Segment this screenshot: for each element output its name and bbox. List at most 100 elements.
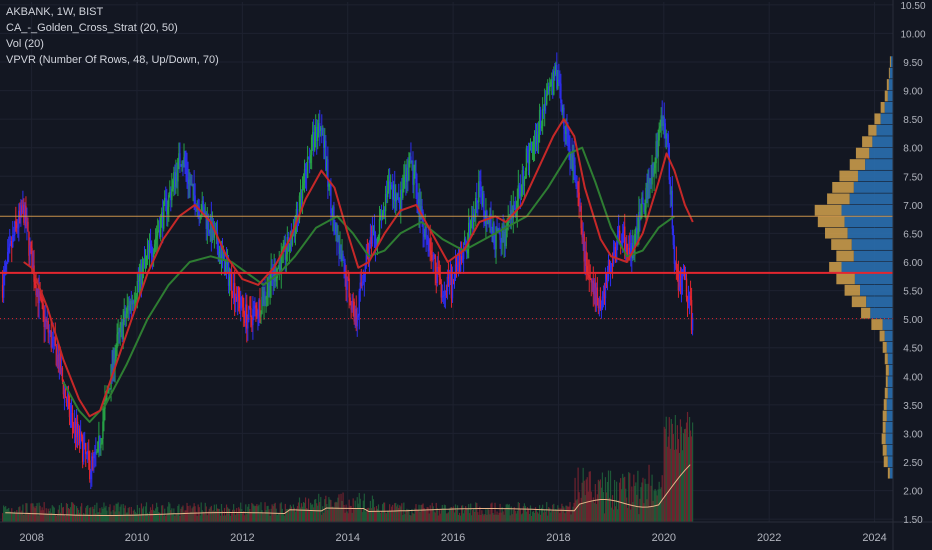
candle-body [346, 277, 348, 290]
volume-bar [26, 503, 28, 522]
candle-body [283, 242, 285, 244]
volume-bar [607, 470, 610, 522]
volume-bar [539, 505, 541, 522]
candle-body [657, 140, 659, 157]
candle-body [683, 273, 686, 280]
volume-bar [585, 479, 587, 522]
volume-bar [310, 502, 312, 522]
vpvr-row-up [887, 376, 893, 388]
vpvr-row-down [879, 330, 885, 342]
vpvr-row-down [831, 239, 852, 250]
candle-body [503, 232, 505, 243]
volume-bar [345, 504, 347, 522]
candle-body [59, 353, 62, 374]
candle-body [478, 181, 480, 203]
vpvr-row-down [884, 90, 888, 102]
volume-bar [523, 503, 526, 522]
volume-bars [2, 411, 694, 522]
candle-body [159, 217, 162, 238]
volume-bar [280, 502, 282, 522]
volume-bar [312, 504, 314, 522]
candle-body [518, 185, 521, 187]
volume-bar [287, 509, 289, 522]
candle-body [85, 443, 87, 455]
vpvr-row-down [882, 410, 887, 422]
candle-body [405, 174, 407, 182]
volume-bar [683, 429, 686, 522]
candle-body [256, 307, 258, 317]
candle-body [121, 322, 123, 340]
volume-bar [584, 495, 586, 522]
volume-bar [281, 508, 283, 522]
volume-bar [198, 507, 200, 522]
volume-bar [633, 474, 635, 522]
candle-body [361, 283, 364, 286]
candle-body [556, 64, 558, 89]
volume-bar [555, 508, 557, 522]
candle-body [512, 205, 514, 219]
volume-bar [472, 510, 474, 522]
candle-body [86, 453, 88, 455]
candle-body [388, 181, 391, 190]
volume-bar [332, 506, 334, 522]
indicator-volume[interactable]: Vol (20) [6, 38, 44, 50]
candle-body [687, 299, 690, 304]
candle-body [46, 321, 48, 323]
candle-body [168, 195, 170, 207]
volume-bar [91, 515, 93, 522]
vpvr-row-up [886, 399, 893, 410]
volume-bar [597, 479, 599, 522]
candle-body [72, 423, 75, 428]
volume-bar [591, 501, 593, 522]
volume-bar [383, 502, 386, 522]
candle-body [672, 228, 675, 246]
volume-bar [27, 512, 29, 522]
candle-body [128, 305, 130, 311]
vpvr-row-up [888, 79, 893, 90]
volume-bar [46, 513, 48, 522]
volume-bar [551, 510, 553, 522]
volume-bar [486, 514, 488, 522]
volume-bar [502, 511, 504, 522]
candle-body [664, 123, 666, 139]
candle-body [240, 306, 242, 309]
candle-body [520, 193, 523, 197]
candle-body [380, 214, 383, 216]
candle-body [466, 246, 469, 254]
volume-bar [364, 511, 366, 522]
candle-body [532, 146, 535, 150]
volume-bar [356, 497, 358, 522]
indicator-golden-cross[interactable]: CA_-_Golden_Cross_Strat (20, 50) [6, 22, 178, 34]
price-tick-label: 6.50 [903, 229, 923, 240]
vpvr-row-down [886, 79, 889, 90]
volume-bar [601, 472, 604, 522]
volume-bar [151, 504, 154, 522]
volume-bar [638, 514, 640, 522]
vpvr-row-up [851, 239, 893, 250]
symbol-title[interactable]: AKBANK, 1W, BIST [6, 6, 104, 18]
candle-body [61, 368, 64, 381]
candle-body [147, 249, 150, 253]
candle-body [433, 254, 435, 258]
volume-bar [428, 513, 430, 522]
candle-body [400, 189, 402, 210]
candle-body [325, 140, 327, 171]
candle-body [625, 244, 627, 252]
volume-bar [28, 512, 30, 522]
candle-body [471, 217, 473, 221]
vpvr-row-down [839, 170, 858, 182]
volume-bar [517, 502, 519, 522]
candle-body [350, 301, 352, 310]
volume-bar [351, 512, 353, 522]
volume-bar [277, 513, 279, 522]
candle-body [539, 109, 542, 129]
candle-body [618, 230, 621, 242]
volume-bar [329, 499, 331, 522]
volume-bar [253, 505, 255, 522]
candle-body [353, 301, 355, 322]
candle-body [73, 421, 76, 428]
indicator-vpvr[interactable]: VPVR (Number Of Rows, 48, Up/Down, 70) [6, 54, 219, 66]
volume-bar [422, 503, 424, 522]
